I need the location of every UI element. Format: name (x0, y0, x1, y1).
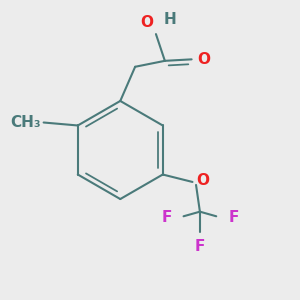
Text: O: O (140, 15, 153, 30)
Text: O: O (196, 173, 209, 188)
Text: O: O (197, 52, 210, 67)
Text: CH₃: CH₃ (10, 115, 41, 130)
Text: H: H (164, 12, 176, 27)
Text: F: F (161, 210, 172, 225)
Text: F: F (195, 239, 205, 254)
Text: F: F (228, 210, 238, 225)
